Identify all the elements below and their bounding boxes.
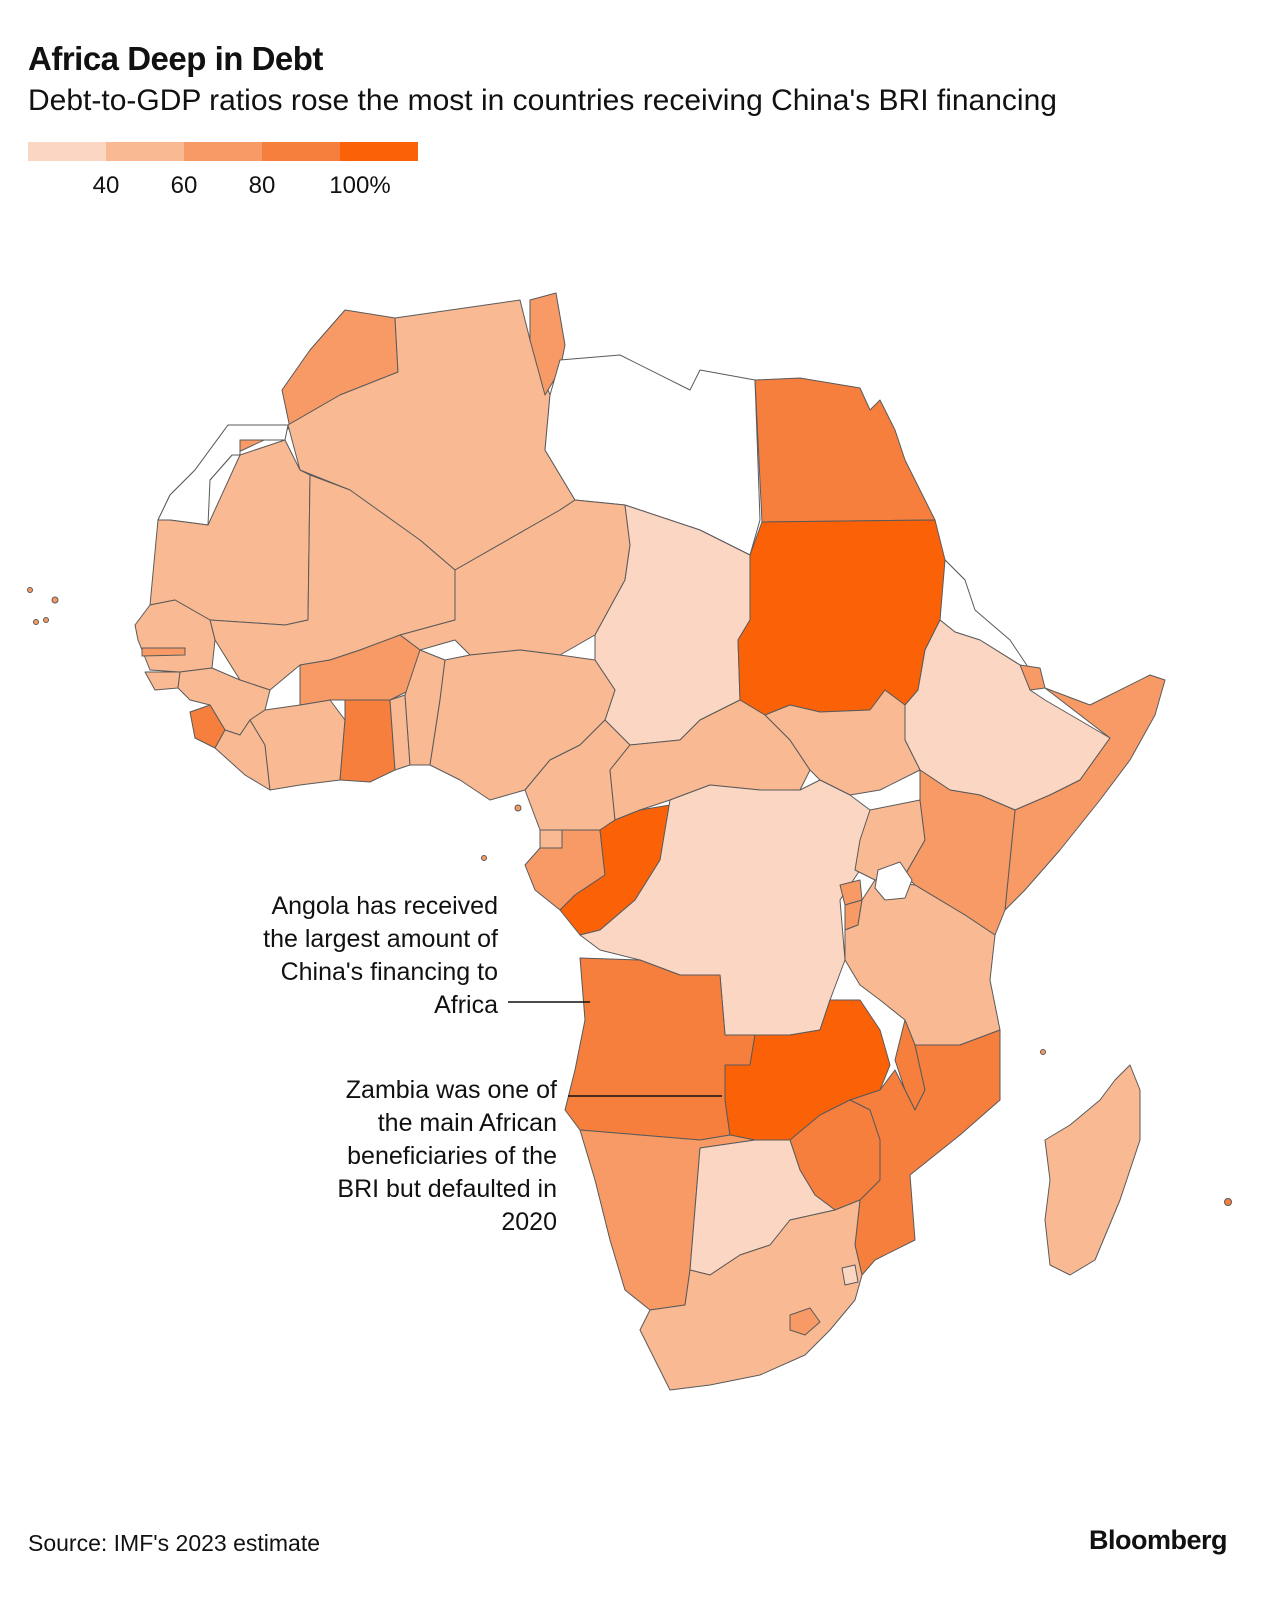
region-madagascar — [1044, 1064, 1141, 1276]
legend-tick-40: 40 — [92, 172, 120, 199]
color-legend: 40 60 80 100% — [28, 142, 428, 202]
annotation-angola-line-4: Africa — [434, 991, 498, 1019]
annotation-zambia-line-4: BRI but defaulted in — [337, 1175, 557, 1203]
region-south-africa — [639, 1199, 863, 1391]
legend-swatch-3 — [184, 142, 262, 161]
region-gambia — [141, 647, 186, 657]
annotation-angola-line-3: China's financing to — [280, 958, 498, 986]
annotation-zambia-line-5: 2020 — [501, 1208, 557, 1236]
island-cabo-verde-3 — [33, 619, 39, 625]
island-mauritius — [1224, 1198, 1232, 1206]
region-ghana — [339, 699, 396, 783]
legend-swatch-5 — [340, 142, 418, 161]
chart-title: Africa Deep in Debt — [28, 40, 323, 77]
region-south-sudan — [764, 689, 921, 796]
legend-swatch-2 — [106, 142, 184, 161]
annotation-zambia-line-1: Zambia was one of — [345, 1076, 557, 1104]
annotation-angola-line-2: the largest amount of — [263, 925, 498, 953]
bloomberg-logo: Bloomberg — [1088, 1525, 1228, 1555]
lake-victoria — [874, 861, 913, 901]
region-somalia — [1004, 674, 1166, 911]
island-cabo-verde-2 — [51, 596, 59, 604]
legend-tick-60: 60 — [170, 172, 198, 199]
island-cabo-verde-1 — [27, 587, 33, 593]
legend-tick-80: 80 — [248, 172, 276, 199]
region-lesotho — [789, 1307, 821, 1336]
island-cabo-verde-4 — [43, 617, 49, 623]
source-note: Source: IMF's 2023 estimate — [28, 1530, 321, 1556]
region-guinea-bissau — [144, 671, 181, 691]
legend-swatch-4 — [262, 142, 340, 161]
legend-tick-100: 100% — [329, 172, 391, 199]
annotation-zambia: Zambia was one of the main African benef… — [337, 1074, 557, 1239]
region-eq-guinea — [539, 829, 563, 849]
annotation-zambia-line-2: the main African — [377, 1109, 557, 1137]
legend-swatch-1 — [28, 142, 106, 161]
annotation-angola: Angola has received the largest amount o… — [263, 890, 498, 1022]
region-mauritania — [149, 439, 311, 626]
island-bioko — [481, 855, 487, 861]
island-comoros — [1040, 1049, 1046, 1055]
island-sao-tome — [514, 804, 522, 812]
region-egypt — [754, 377, 936, 523]
chart-subtitle: Debt-to-GDP ratios rose the most in coun… — [28, 84, 1057, 117]
annotation-angola-line-1: Angola has received — [271, 892, 498, 920]
annotation-zambia-line-3: beneficiaries of the — [347, 1142, 557, 1170]
region-eswatini — [841, 1264, 859, 1286]
